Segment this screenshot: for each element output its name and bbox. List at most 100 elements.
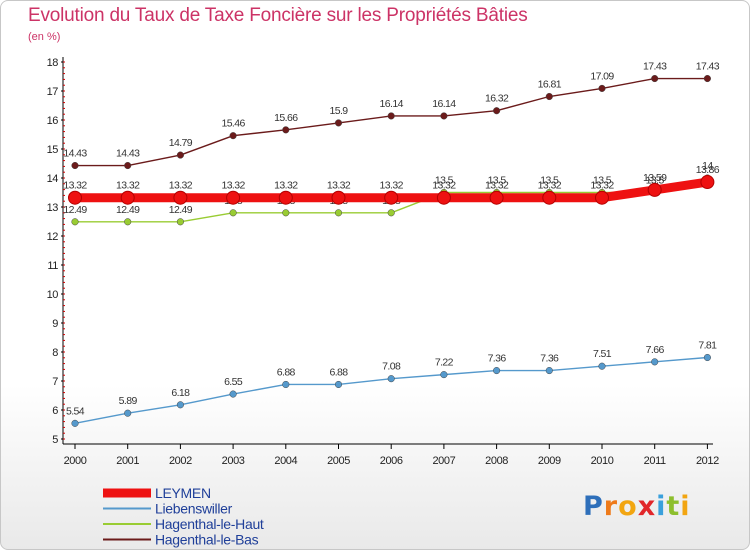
data-label: 15.66 — [274, 112, 298, 124]
data-point — [651, 358, 659, 366]
data-point — [176, 151, 184, 159]
y-minor-dot — [63, 229, 65, 231]
data-point — [176, 401, 184, 409]
proxiti-logo: Proxiti — [583, 491, 691, 522]
y-minor-dot — [63, 316, 65, 318]
y-minor-dot — [63, 310, 65, 312]
y-minor-dot — [63, 125, 65, 127]
logo-letter: t — [666, 491, 681, 522]
data-point — [651, 74, 659, 83]
data-point — [282, 126, 290, 134]
series-line — [75, 77, 708, 167]
y-minor-dot — [63, 345, 65, 347]
y-minor-dot — [63, 392, 65, 394]
y-minor-dot — [63, 281, 65, 283]
data-point — [440, 371, 448, 379]
y-minor-dot — [63, 299, 65, 301]
y-tick-label: 9 — [52, 318, 58, 330]
y-minor-dot — [63, 96, 65, 98]
data-label: 13.5 — [593, 175, 612, 187]
series-leymen: 13.32 13.32 13.32 13.32 13.32 13.32 13.32 13.32… — [63, 164, 720, 205]
y-minor-dot — [63, 154, 65, 156]
data-label: 12.49 — [116, 204, 140, 216]
y-minor-dot — [63, 78, 65, 80]
data-label: 16.81 — [538, 79, 562, 91]
data-point — [384, 190, 399, 205]
data-point — [703, 353, 711, 362]
legend-label: Hagenthal-le-Bas — [155, 532, 259, 548]
y-minor-dot — [63, 67, 65, 69]
y-minor-dot — [63, 438, 65, 440]
data-label: 16.32 — [485, 93, 509, 105]
legend-label: Liebenswiller — [155, 501, 233, 517]
y-minor-dot — [63, 212, 65, 214]
y-minor-dot — [63, 328, 65, 330]
data-point — [598, 84, 606, 92]
y-minor-dot — [63, 136, 65, 138]
data-point — [331, 190, 346, 205]
y-minor-dot — [63, 276, 65, 278]
y-minor-dot — [63, 218, 65, 220]
data-point — [278, 190, 293, 205]
y-minor-dot — [63, 334, 65, 336]
y-minor-dot — [63, 90, 65, 92]
y-minor-dot — [63, 368, 65, 370]
data-label: 7.36 — [540, 353, 559, 365]
data-point — [229, 132, 237, 140]
data-point — [282, 380, 290, 389]
data-label: 13.32 — [327, 180, 351, 192]
data-point — [387, 209, 395, 217]
y-minor-dot — [63, 160, 65, 162]
y-tick-label: 6 — [52, 405, 58, 417]
data-label: 15.46 — [221, 118, 245, 130]
data-point — [542, 190, 557, 205]
data-point — [598, 362, 606, 370]
y-minor-dot — [63, 397, 65, 399]
y-minor-dot — [63, 322, 65, 324]
y-minor-dot — [63, 177, 65, 179]
x-tick-label: 2008 — [485, 455, 508, 467]
x-tick-label: 2010 — [591, 455, 614, 467]
y-minor-dot — [63, 415, 65, 417]
data-point — [124, 409, 132, 417]
data-point — [124, 161, 132, 170]
data-point — [436, 190, 451, 205]
y-tick-label: 15 — [47, 144, 59, 156]
data-label: 16.14 — [380, 98, 404, 110]
logo-letter: x — [637, 491, 657, 522]
y-minor-dot — [63, 241, 65, 243]
data-label: 7.22 — [435, 357, 454, 369]
y-minor-dot — [63, 61, 65, 63]
data-point — [68, 190, 82, 205]
x-tick-label: 2012 — [696, 455, 719, 467]
data-point — [226, 190, 241, 205]
data-label: 17.09 — [590, 70, 614, 82]
data-label: 13.32 — [590, 180, 614, 192]
y-minor-dot — [63, 351, 65, 353]
y-minor-dot — [63, 386, 65, 388]
data-label: 5.89 — [119, 395, 138, 407]
y-minor-dot — [63, 264, 65, 266]
y-tick-label: 10 — [47, 289, 59, 301]
x-tick-label: 2000 — [64, 455, 87, 467]
data-point — [489, 190, 504, 205]
data-point — [387, 112, 395, 120]
data-label: 13.5 — [646, 175, 665, 187]
data-label: 13.32 — [538, 180, 562, 192]
data-point — [493, 367, 501, 375]
y-tick-label: 8 — [52, 347, 58, 359]
logo-letter: i — [656, 491, 667, 522]
y-minor-dot — [63, 270, 65, 272]
data-label: 16.14 — [432, 98, 456, 110]
y-tick-label: 14 — [47, 173, 59, 185]
data-label: 13.32 — [432, 180, 456, 192]
y-minor-dot — [63, 403, 65, 405]
y-tick-label: 12 — [47, 231, 59, 243]
x-tick-label: 2005 — [327, 455, 350, 467]
data-point — [700, 175, 715, 190]
y-tick-label: 7 — [52, 376, 58, 388]
y-tick-label: 5 — [52, 434, 58, 446]
series-hagenthal-le-bas: 14.43 14.43 14.79 15.46 15.66 15.9 16.14 16.14 1… — [63, 61, 720, 170]
logo-letter: P — [583, 491, 604, 522]
